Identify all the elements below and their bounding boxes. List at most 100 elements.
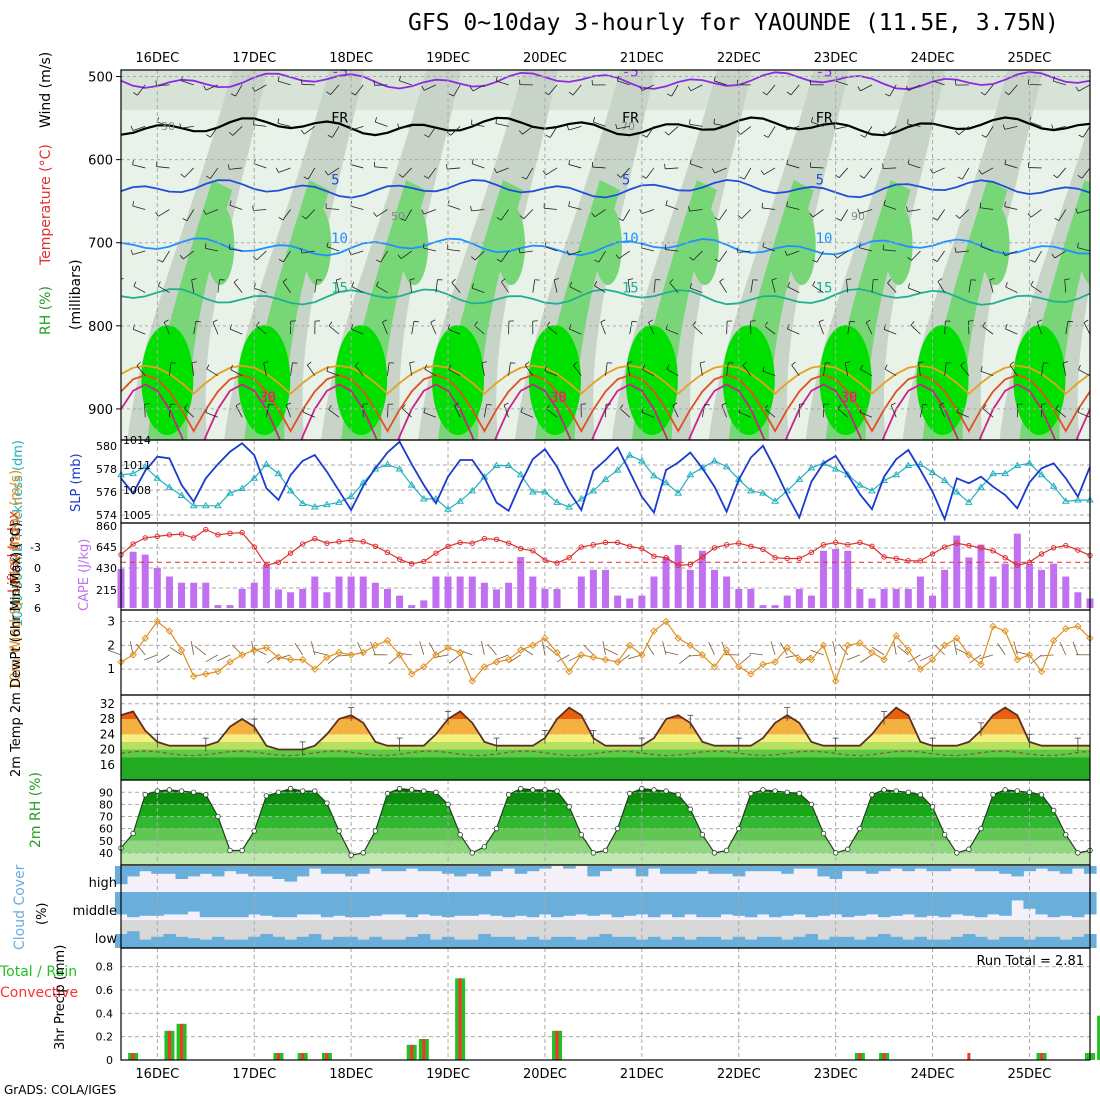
wind-barb xyxy=(689,209,703,212)
wind-barb xyxy=(911,250,921,261)
cloud-bar-low xyxy=(1035,936,1049,948)
wind10m-barb xyxy=(645,643,655,656)
bottom-date-label-20DEC: 20DEC xyxy=(523,1067,567,1082)
cloud-bar-low xyxy=(647,936,661,948)
rh-upper-moist xyxy=(981,205,1010,285)
panel6-ytick-90: 90 xyxy=(99,786,113,799)
wind-barb-flag xyxy=(544,366,547,372)
wind-barb xyxy=(1058,209,1067,221)
rh2m-point xyxy=(687,806,693,812)
lifted-index-point xyxy=(1050,545,1057,551)
cloud-bar-high xyxy=(999,866,1012,874)
wind-barb xyxy=(508,362,511,376)
cape-bar xyxy=(214,605,222,608)
wind-barb-flag xyxy=(157,281,161,287)
wind-barb xyxy=(627,362,631,376)
panel8-ylabel: 3hr Precip (mm) xyxy=(53,945,68,1050)
wind-barb-flag xyxy=(791,361,796,366)
rh2m-point xyxy=(227,847,233,854)
panel2-ylabel-right: SLP (mb) xyxy=(69,453,84,512)
wind-barb-flag xyxy=(303,448,305,453)
wind-barb xyxy=(553,279,558,293)
cloud-bar-low xyxy=(817,939,831,948)
wind-barb-flag xyxy=(859,175,865,179)
panel5-ylabel: 2m Temp 2m DewPt (6hr Min/Max) (°C) xyxy=(9,522,24,777)
wind10m-barb xyxy=(370,641,376,656)
wind-barb xyxy=(183,250,194,260)
precip-convective-bar xyxy=(882,1053,886,1060)
cloud-bar-low xyxy=(308,934,322,948)
wind-speed-point xyxy=(141,634,149,642)
cloud-bar-middle xyxy=(647,892,661,918)
cloud-bar-low xyxy=(1059,939,1073,948)
thickness-point xyxy=(504,461,513,469)
wind-speed-point xyxy=(928,655,937,664)
lifted-index-point xyxy=(711,545,718,551)
wind10m-barb xyxy=(919,654,933,662)
cloud-bar-middle xyxy=(999,892,1012,916)
wind-speed-point xyxy=(335,648,343,657)
wind-barb xyxy=(620,167,631,178)
wind-barb xyxy=(1034,250,1042,263)
cape-bar xyxy=(650,576,658,608)
wind10m-barb xyxy=(780,642,788,656)
cape-bar xyxy=(880,588,888,608)
lifted-index-point xyxy=(905,558,912,564)
wind-barb-flag xyxy=(191,361,197,364)
wind-barb-flag xyxy=(689,256,694,261)
rh2m-point xyxy=(396,785,403,792)
thickness-point xyxy=(468,486,477,494)
rh-core-bright xyxy=(625,325,678,435)
rh-top-band xyxy=(121,70,1090,110)
wind-barb xyxy=(984,84,994,96)
wind-barb xyxy=(496,167,509,174)
wind-speed-point xyxy=(347,651,355,659)
cloud-bar-high xyxy=(902,866,915,872)
wind-barb-flag xyxy=(884,364,888,370)
cloud-bar-high xyxy=(187,866,201,877)
wind-barb xyxy=(302,411,315,418)
wind-barb-flag xyxy=(1053,174,1058,179)
wind-barb xyxy=(121,209,122,210)
wind-barb-flag xyxy=(979,42,981,47)
cape-bar xyxy=(577,576,585,608)
lifted-index-point xyxy=(469,540,475,546)
wind-barb-flag xyxy=(182,449,183,454)
cloud-bar-high xyxy=(478,866,491,877)
panel8-ytick-0.2: 0.2 xyxy=(96,1031,114,1044)
lifted-index-point xyxy=(663,555,669,561)
wind10m-barb xyxy=(194,645,207,656)
wind-barb xyxy=(762,370,776,377)
rh2m-point xyxy=(590,850,597,856)
wind-barb-flag xyxy=(619,404,624,409)
wind-barb-flag xyxy=(1053,35,1054,40)
lifted-index-point xyxy=(396,556,403,562)
cape-bar xyxy=(165,576,173,608)
wind-barb xyxy=(989,279,994,293)
cloud-bar-low xyxy=(793,936,806,948)
wind-barb xyxy=(695,43,702,54)
panel5-ytick-32: 32 xyxy=(100,697,115,711)
wind-barb xyxy=(823,362,826,376)
wind-barb-flag xyxy=(326,366,329,372)
wind-barb xyxy=(739,39,751,43)
wind-barb xyxy=(721,404,727,418)
panel4-ylabel: 10m Wind Speed & Barbs (m/s) xyxy=(8,470,24,690)
wind-speed-point xyxy=(553,648,561,657)
cape-bar xyxy=(929,595,937,608)
lifted-index-point xyxy=(312,535,318,542)
wind-barb xyxy=(932,43,945,45)
wind-barb xyxy=(1077,411,1090,418)
rh2m-point xyxy=(941,831,948,838)
wind-speed-point xyxy=(880,655,888,664)
wind-barb xyxy=(350,126,364,131)
wind-barb-flag xyxy=(336,445,341,447)
wind10m-barb xyxy=(953,641,958,655)
wind-barb-flag xyxy=(1077,407,1080,413)
wind-speed-point xyxy=(1013,655,1022,664)
panel7-ylabel: Cloud Cover xyxy=(12,864,28,950)
cloud-bar-middle xyxy=(211,892,225,918)
wind-barb xyxy=(472,287,485,293)
wind-barb-flag xyxy=(956,407,959,413)
wind-barb xyxy=(256,250,267,261)
